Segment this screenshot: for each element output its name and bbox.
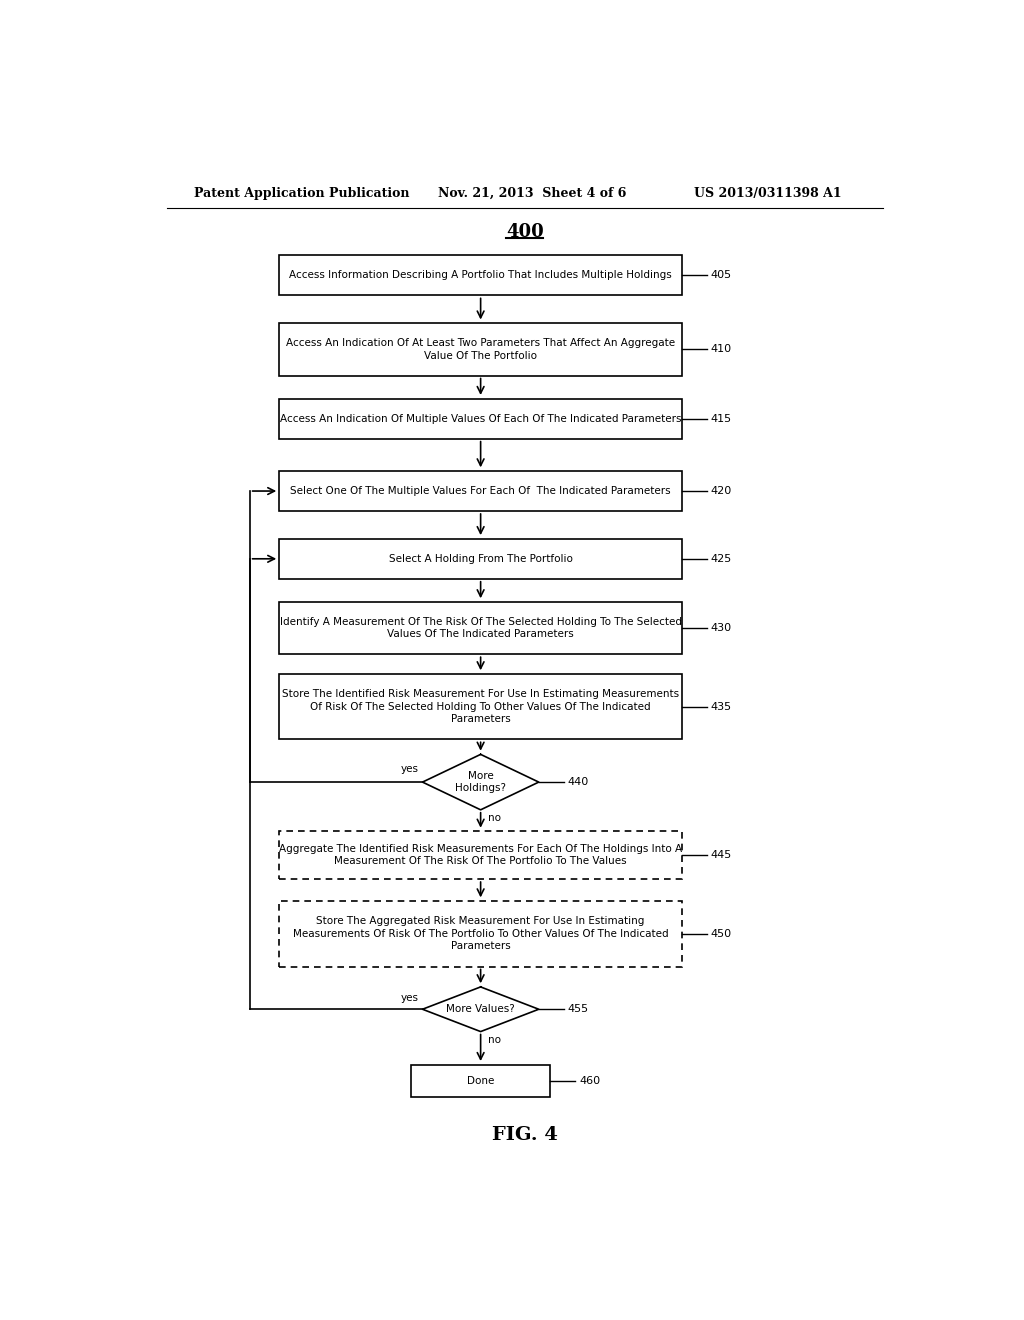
Bar	[280, 399, 682, 438]
Text: 420: 420	[711, 486, 732, 496]
Text: 435: 435	[711, 702, 732, 711]
Text: Done: Done	[467, 1076, 495, 1086]
Bar	[280, 832, 682, 879]
Text: 400: 400	[506, 223, 544, 240]
Text: Access An Indication Of At Least Two Parameters That Affect An Aggregate
Value O: Access An Indication Of At Least Two Par…	[286, 338, 675, 360]
Text: 440: 440	[567, 777, 589, 787]
Bar	[280, 256, 682, 296]
Text: yes: yes	[400, 764, 419, 775]
Text: Nov. 21, 2013  Sheet 4 of 6: Nov. 21, 2013 Sheet 4 of 6	[438, 186, 627, 199]
Bar	[280, 902, 682, 966]
Text: 455: 455	[567, 1005, 589, 1014]
Text: More
Holdings?: More Holdings?	[455, 771, 506, 793]
Text: Aggregate The Identified Risk Measurements For Each Of The Holdings Into A
Measu: Aggregate The Identified Risk Measuremen…	[280, 843, 682, 866]
Text: 460: 460	[579, 1076, 600, 1086]
Text: no: no	[488, 1035, 502, 1044]
Text: yes: yes	[400, 993, 419, 1003]
Text: 410: 410	[711, 345, 732, 354]
Text: Patent Application Publication: Patent Application Publication	[194, 186, 410, 199]
Text: Store The Identified Risk Measurement For Use In Estimating Measurements
Of Risk: Store The Identified Risk Measurement Fo…	[282, 689, 679, 725]
Bar	[280, 675, 682, 739]
Text: FIG. 4: FIG. 4	[492, 1126, 558, 1143]
Bar	[411, 1065, 550, 1097]
Bar	[280, 539, 682, 579]
Text: 445: 445	[711, 850, 732, 861]
Text: 425: 425	[711, 554, 732, 564]
Bar	[280, 471, 682, 511]
Text: Store The Aggregated Risk Measurement For Use In Estimating
Measurements Of Risk: Store The Aggregated Risk Measurement Fo…	[293, 916, 669, 952]
Text: 405: 405	[711, 271, 732, 280]
Text: Access Information Describing A Portfolio That Includes Multiple Holdings: Access Information Describing A Portfoli…	[289, 271, 672, 280]
Text: More Values?: More Values?	[446, 1005, 515, 1014]
Text: Select One Of The Multiple Values For Each Of  The Indicated Parameters: Select One Of The Multiple Values For Ea…	[291, 486, 671, 496]
Text: US 2013/0311398 A1: US 2013/0311398 A1	[693, 186, 842, 199]
Bar	[280, 323, 682, 376]
Text: no: no	[488, 813, 502, 822]
Text: Access An Indication Of Multiple Values Of Each Of The Indicated Parameters: Access An Indication Of Multiple Values …	[280, 413, 681, 424]
Text: Identify A Measurement Of The Risk Of The Selected Holding To The Selected
Value: Identify A Measurement Of The Risk Of Th…	[280, 616, 682, 639]
Text: 430: 430	[711, 623, 732, 634]
Bar	[280, 602, 682, 655]
Text: 450: 450	[711, 929, 732, 939]
Text: Select A Holding From The Portfolio: Select A Holding From The Portfolio	[389, 554, 572, 564]
Text: 415: 415	[711, 413, 732, 424]
